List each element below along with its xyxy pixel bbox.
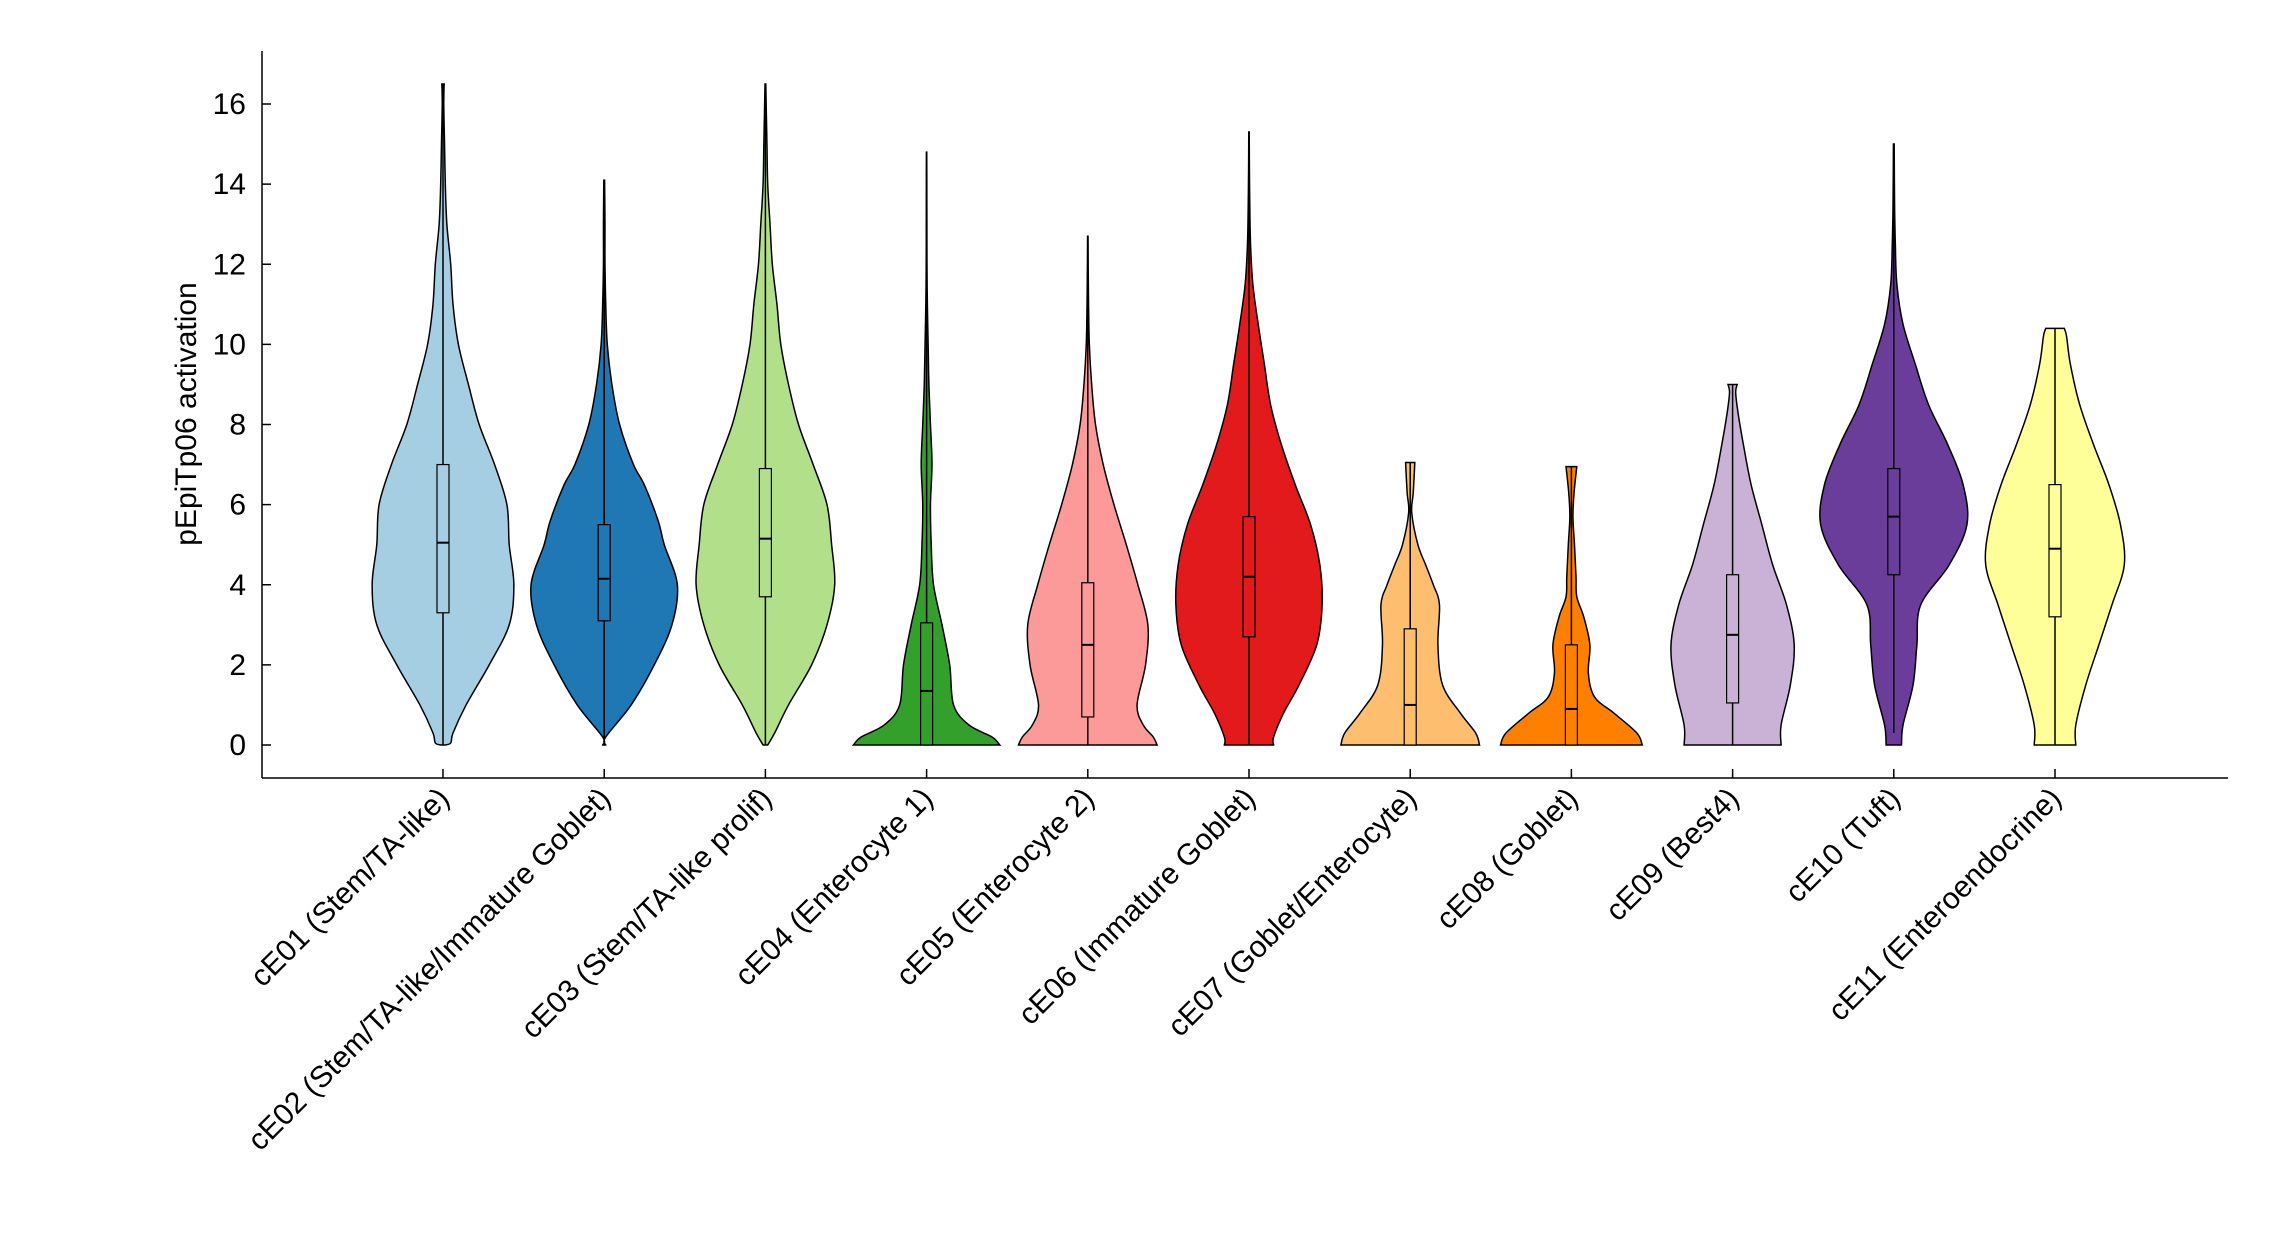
y-tick-label: 4: [229, 569, 246, 602]
y-tick-label: 12: [213, 248, 246, 281]
axes: 0 2 4 6 8 10 12 14 16 pEpiTp06 activation: [170, 51, 2228, 779]
y-axis-title: pEpiTp06 activation: [170, 282, 203, 546]
violin-4: [851, 151, 1002, 746]
violins: [371, 83, 2126, 746]
violin-3: [695, 83, 836, 746]
iqr-box: [1887, 467, 1901, 576]
iqr-box: [1081, 582, 1095, 718]
violin-7: [1339, 461, 1481, 746]
iqr-box: [1403, 628, 1417, 746]
violin-6: [1174, 131, 1324, 746]
x-tick-label: cE09 (Best4): [1600, 782, 1746, 928]
y-ticks: 0 2 4 6 8 10 12 14 16: [213, 88, 271, 762]
x-tick-label: cE08 (Goblet): [1430, 782, 1584, 936]
violin-5: [1017, 235, 1159, 746]
y-tick-label: 6: [229, 489, 246, 522]
x-tick-label: cE10 (Tuft): [1779, 782, 1906, 909]
y-tick-label: 0: [229, 729, 246, 762]
violin-11: [1984, 327, 2126, 746]
iqr-box: [2048, 483, 2062, 618]
violin-8: [1499, 465, 1644, 746]
iqr-box: [758, 467, 773, 598]
violin-9: [1670, 383, 1796, 746]
y-tick-label: 14: [213, 168, 246, 201]
y-tick-label: 16: [213, 88, 246, 121]
iqr-box: [919, 622, 934, 746]
iqr-box: [597, 524, 611, 622]
y-tick-label: 8: [229, 409, 246, 442]
violin-2: [530, 179, 679, 746]
x-tick-label: cE02 (Stem/TA-like/Immature Goblet): [242, 782, 617, 1157]
iqr-box: [436, 463, 450, 614]
x-tick-labels: cE01 (Stem/TA-like)cE02 (Stem/TA-like/Im…: [242, 769, 2068, 1157]
violin-10: [1819, 143, 1969, 746]
y-tick-label: 10: [213, 328, 246, 361]
iqr-box: [1564, 644, 1579, 746]
iqr-box: [1725, 574, 1740, 704]
violin-1: [371, 83, 515, 746]
y-tick-label: 2: [229, 649, 246, 682]
